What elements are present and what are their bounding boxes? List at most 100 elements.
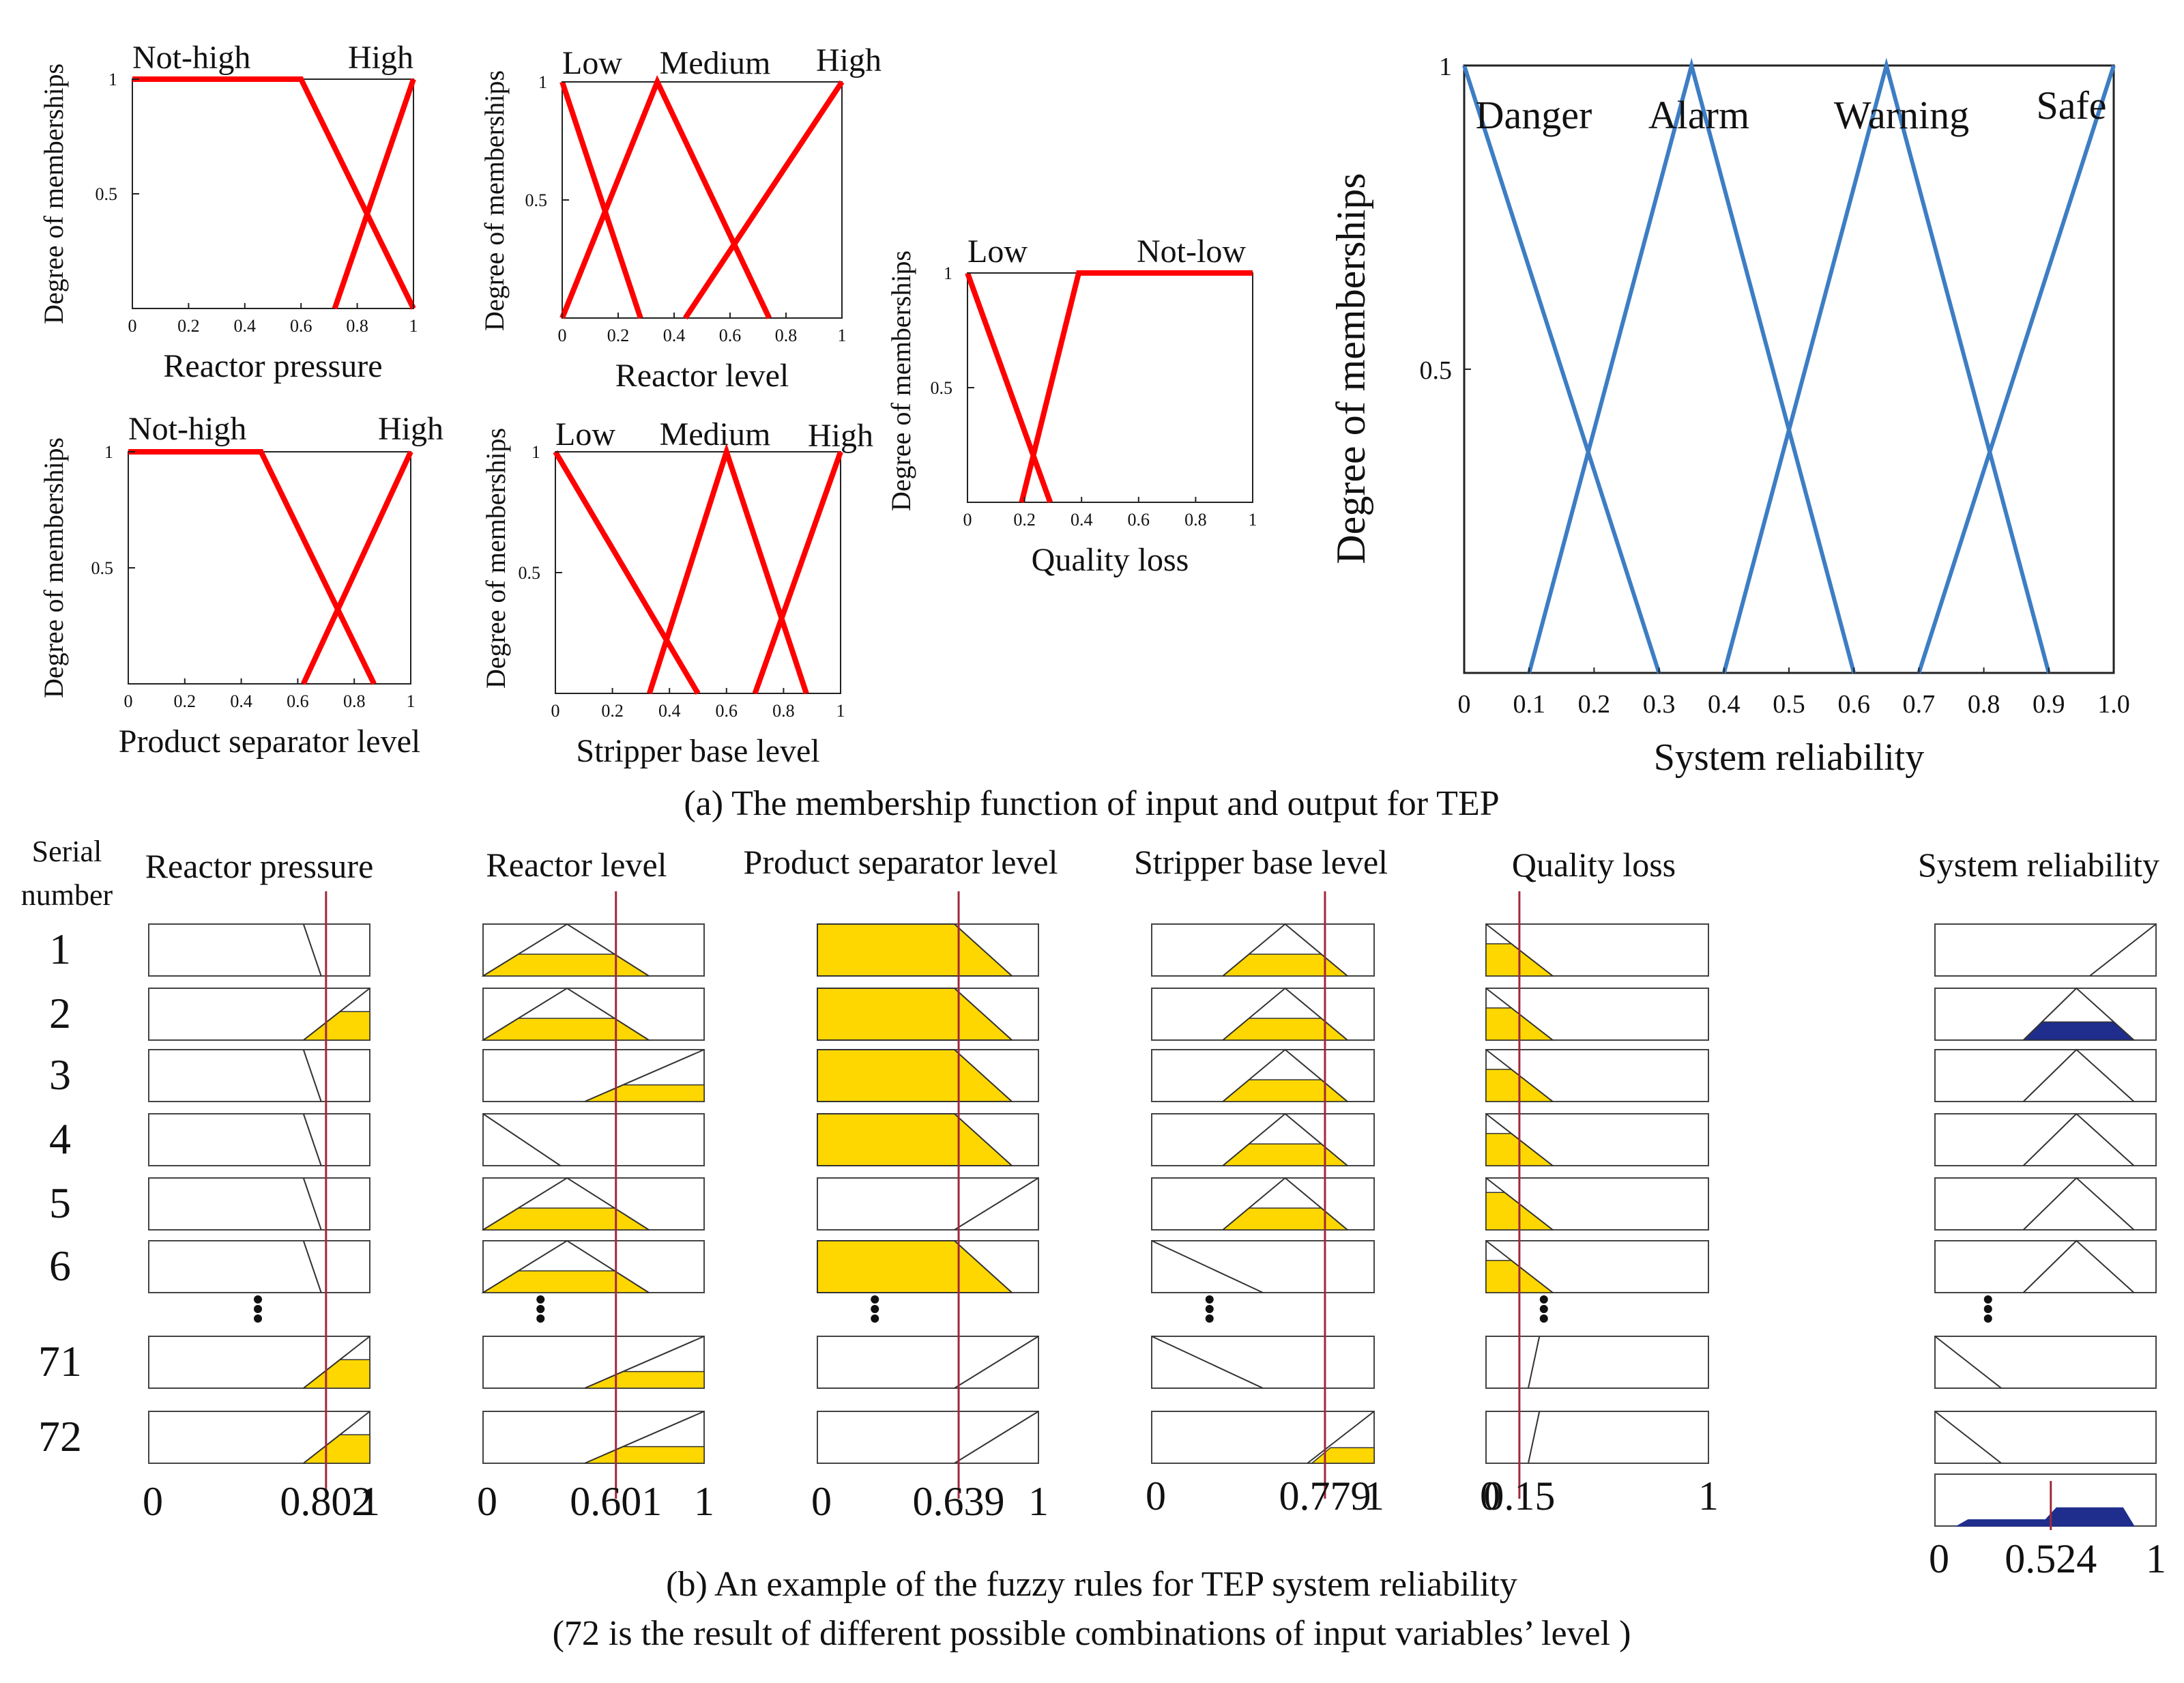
y-tick-label: 1 bbox=[538, 72, 547, 92]
x-tick-label: 1 bbox=[836, 701, 845, 721]
membership-line bbox=[2089, 923, 2157, 977]
series-line-alarm bbox=[1527, 57, 1857, 674]
series-label-medium: Medium bbox=[660, 45, 771, 81]
x-tick-label: 1 bbox=[1249, 510, 1257, 530]
column-header: Product separator level bbox=[744, 843, 1058, 881]
x-tick-label: 0.4 bbox=[1071, 510, 1093, 530]
row-label: 1 bbox=[49, 925, 71, 973]
x-tick-label: 0.2 bbox=[607, 326, 630, 345]
ellipsis-icon bbox=[536, 1295, 545, 1323]
membership-triangle bbox=[482, 923, 650, 977]
membership-line bbox=[302, 1177, 322, 1231]
row-label: 5 bbox=[49, 1179, 71, 1227]
series-label-not-high: Not-high bbox=[132, 40, 250, 76]
series-line-medium bbox=[647, 443, 809, 695]
ellipsis-dot bbox=[254, 1295, 262, 1304]
membership-line bbox=[482, 1113, 561, 1166]
x-tick-label: 0.8 bbox=[343, 691, 366, 711]
column-header: Reactor pressure bbox=[145, 847, 374, 885]
membership-triangle bbox=[2022, 1048, 2135, 1102]
membership-line bbox=[584, 1411, 705, 1464]
y-tick-label: 1 bbox=[1439, 53, 1452, 81]
series-label-low: Low bbox=[967, 233, 1028, 270]
row-label: 71 bbox=[38, 1337, 82, 1385]
y-axis-label: Degree of memberships bbox=[480, 428, 511, 689]
rule-cell bbox=[1934, 1177, 2157, 1231]
ellipsis-icon bbox=[1539, 1295, 1548, 1323]
x-tick-label: 0.4 bbox=[663, 326, 686, 345]
y-axis-label: Degree of memberships bbox=[38, 63, 69, 324]
tick-zero: 0 bbox=[1929, 1536, 1949, 1581]
caption-b-line1: (b) An example of the fuzzy rules for TE… bbox=[666, 1565, 1517, 1604]
tick-one: 1 bbox=[360, 1479, 380, 1524]
x-tick-label: 1 bbox=[838, 326, 847, 345]
mf-chart-5: 0 0.1 0.2 0.3 0.4 0.5 0.6 0.7 0.8 0.9 1.0 0.5 1 Syste… bbox=[1328, 53, 2130, 779]
y-tick-label: 0.5 bbox=[519, 563, 541, 583]
bottom-ticks-5: 0 0.524 1 bbox=[1929, 1536, 2166, 1581]
x-axis-label: Product separator level bbox=[119, 723, 421, 760]
rule-cell bbox=[148, 1240, 370, 1293]
membership-line bbox=[954, 1411, 1039, 1464]
series-label-high: High bbox=[348, 40, 413, 76]
x-tick-label: 0.8 bbox=[346, 316, 368, 336]
x-tick-label: 0.1 bbox=[1513, 690, 1545, 719]
tick-one: 1 bbox=[1364, 1473, 1384, 1519]
rule-column-1 bbox=[481, 923, 705, 1464]
x-tick-label: 0.6 bbox=[719, 326, 742, 345]
row-label: 2 bbox=[49, 989, 71, 1037]
series-line-high bbox=[301, 450, 413, 685]
activated-area bbox=[817, 1113, 1014, 1166]
series-label-safe: Safe bbox=[2036, 83, 2106, 128]
ellipsis-dot bbox=[1539, 1295, 1548, 1304]
membership-line bbox=[1527, 1411, 1541, 1464]
membership-triangle bbox=[1222, 987, 1348, 1041]
ellipsis-dot bbox=[536, 1314, 545, 1323]
x-tick-label: 0.6 bbox=[1128, 510, 1150, 530]
membership-line bbox=[1151, 1336, 1264, 1389]
x-tick-label: 0.3 bbox=[1643, 690, 1676, 719]
ellipsis-dot bbox=[871, 1314, 879, 1323]
rule-cell bbox=[1151, 1336, 1375, 1389]
x-tick-label: 0.4 bbox=[658, 701, 681, 721]
tick-value: 0.601 bbox=[570, 1479, 662, 1524]
membership-line bbox=[302, 1113, 322, 1166]
x-tick-label: 0.8 bbox=[1968, 690, 2000, 719]
ellipsis-dot bbox=[254, 1314, 262, 1323]
series-label-high: High bbox=[808, 418, 873, 454]
ellipsis-dot bbox=[254, 1305, 262, 1313]
bottom-ticks-4: 00.15 1 bbox=[1480, 1473, 1719, 1519]
tick-value: 0.15 bbox=[1483, 1473, 1555, 1519]
rule-cell bbox=[1934, 923, 2157, 977]
membership-line bbox=[1934, 1411, 2002, 1464]
column-header: Stripper base level bbox=[1134, 843, 1388, 881]
membership-line bbox=[1307, 1411, 1375, 1464]
x-tick-label: 0.7 bbox=[1903, 690, 1936, 719]
x-axis-label: Stripper base level bbox=[576, 733, 819, 769]
x-tick-label: 0.2 bbox=[601, 701, 624, 721]
x-tick-label: 0.2 bbox=[1013, 510, 1036, 530]
x-axis-label: System reliability bbox=[1654, 736, 1925, 779]
series-line-medium bbox=[559, 75, 772, 319]
membership-triangle bbox=[2022, 1112, 2135, 1166]
x-tick-label: 0 bbox=[128, 316, 137, 336]
series-line-low bbox=[559, 81, 643, 319]
activated-area bbox=[817, 1049, 1014, 1102]
membership-line bbox=[303, 1336, 370, 1389]
series-label-high: High bbox=[816, 42, 882, 78]
x-tick-label: 0.8 bbox=[772, 701, 795, 721]
series-line-low bbox=[553, 450, 701, 695]
ellipsis-icon bbox=[254, 1295, 262, 1323]
y-tick-label: 0.5 bbox=[1420, 356, 1453, 385]
row-label: 3 bbox=[49, 1050, 71, 1099]
membership-line bbox=[303, 988, 370, 1041]
series-label-warning: Warning bbox=[1834, 93, 1969, 137]
mf-chart-3: 0 0.2 0.4 0.6 0.8 1 0.5 1 Stripper base level Deg… bbox=[480, 416, 873, 769]
series-line-high bbox=[683, 80, 845, 320]
y-axis-label: Degree of memberships bbox=[1328, 173, 1373, 564]
x-tick-label: 1 bbox=[407, 691, 416, 711]
column-header: Quality loss bbox=[1512, 846, 1676, 884]
x-tick-label: 0.2 bbox=[174, 691, 196, 711]
series-line-warning bbox=[1721, 57, 2051, 674]
ellipsis-dot bbox=[871, 1295, 879, 1304]
